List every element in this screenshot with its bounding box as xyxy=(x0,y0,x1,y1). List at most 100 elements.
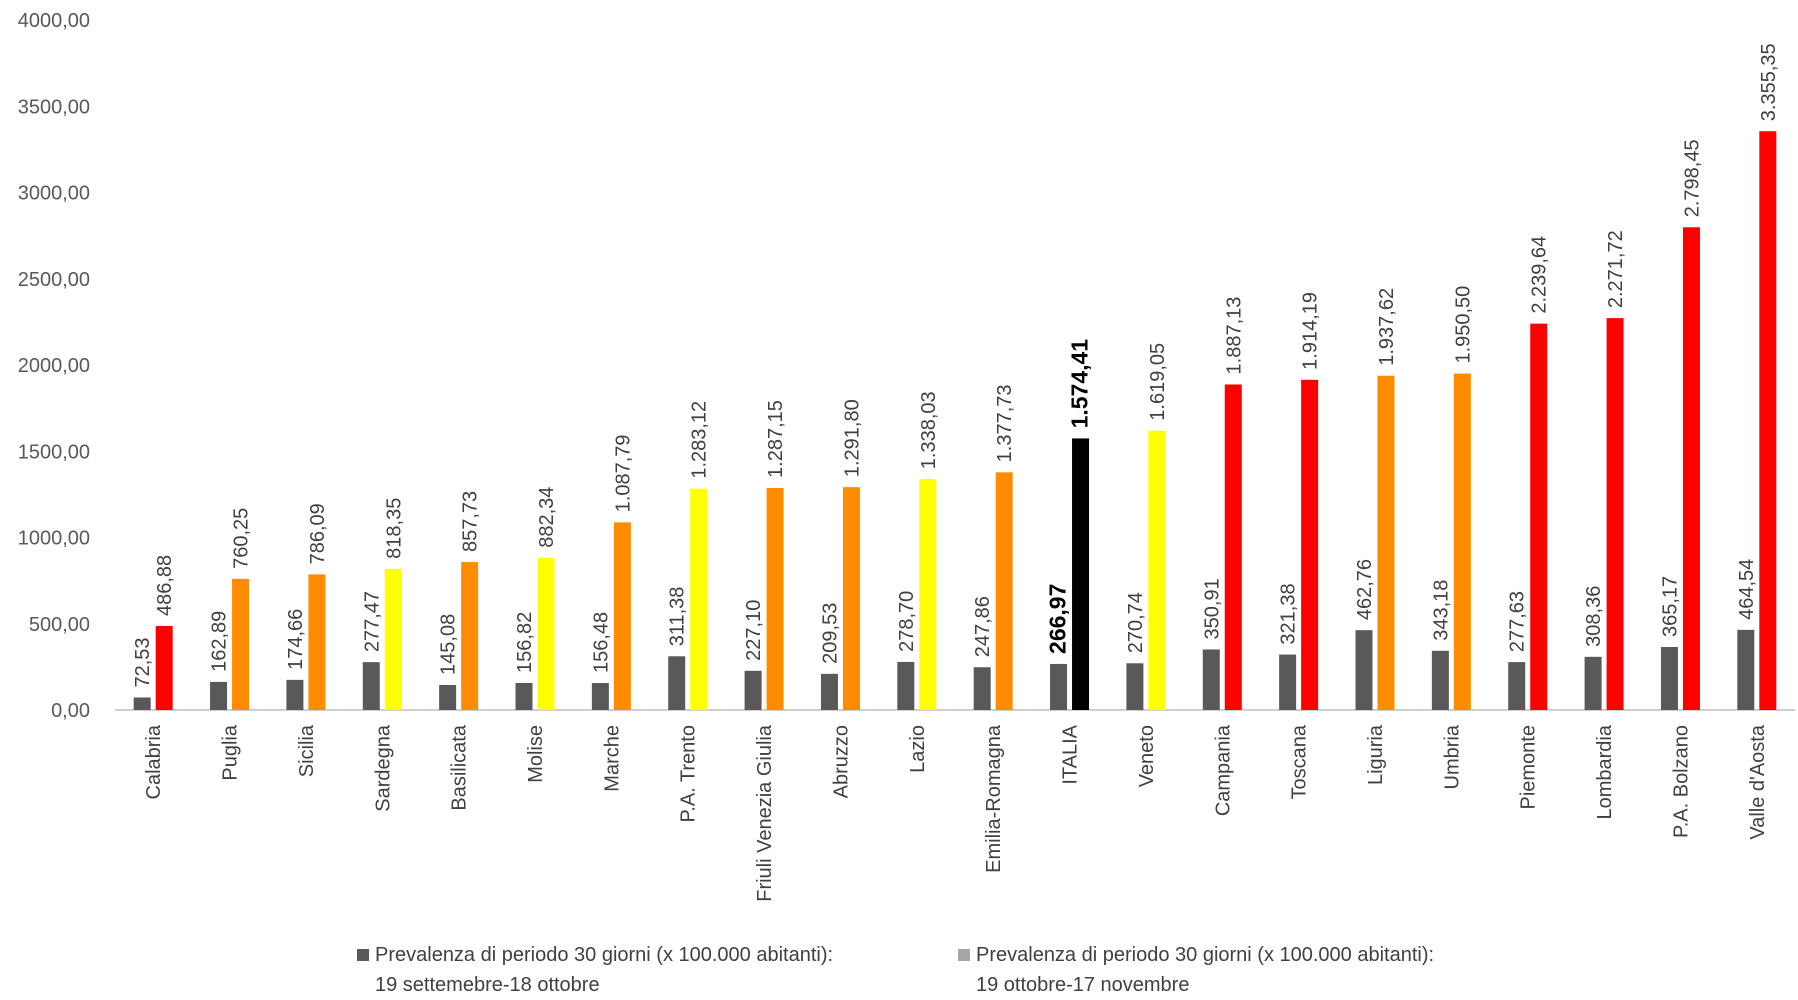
data-label-series-1: 72,53 xyxy=(132,637,154,687)
y-tick-label: 0,00 xyxy=(51,700,90,722)
bar-series-1 xyxy=(1279,654,1297,710)
y-tick-label: 4000,00 xyxy=(18,10,90,32)
category-label: Emilia-Romagna xyxy=(983,724,1005,873)
data-label-series-2: 2.239,64 xyxy=(1529,236,1551,314)
bar-series-1 xyxy=(1584,656,1602,710)
data-label-series-1: 350,91 xyxy=(1201,578,1223,639)
data-label-series-2: 786,09 xyxy=(307,503,329,564)
data-label-series-1: 227,10 xyxy=(743,600,765,661)
bar-series-1 xyxy=(668,656,686,710)
data-label-series-1: 145,08 xyxy=(438,614,460,675)
y-tick-label: 500,00 xyxy=(29,614,90,636)
data-label-series-2: 1.377,73 xyxy=(994,384,1016,462)
bar-series-1 xyxy=(1126,663,1144,710)
bar-series-1 xyxy=(591,683,609,710)
bar-series-1 xyxy=(210,681,228,710)
y-tick-label: 2500,00 xyxy=(18,269,90,291)
data-label-series-2: 1.574,41 xyxy=(1067,339,1093,429)
bar-series-2 xyxy=(690,488,708,710)
category-label: Calabria xyxy=(143,724,165,799)
data-label-series-1: 266,97 xyxy=(1045,584,1071,654)
category-label: Veneto xyxy=(1136,725,1158,787)
legend-swatch-series-1 xyxy=(357,949,369,961)
y-tick-label: 2000,00 xyxy=(18,355,90,377)
data-label-series-1: 462,76 xyxy=(1354,559,1376,620)
bar-series-2 xyxy=(232,578,250,710)
bar-series-1 xyxy=(1050,663,1068,710)
bar-series-2 xyxy=(155,626,173,710)
bar-series-2 xyxy=(1682,227,1700,710)
data-label-series-2: 818,35 xyxy=(383,498,405,559)
category-label: Friuli Venezia Giulia xyxy=(754,724,776,902)
bar-series-1 xyxy=(744,670,762,710)
data-label-series-2: 1.087,79 xyxy=(612,434,634,512)
legend-label-series-2: Prevalenza di periodo 30 giorni (x 100.0… xyxy=(976,944,1435,996)
bar-series-2 xyxy=(1606,318,1624,710)
data-label-series-1: 343,18 xyxy=(1430,580,1452,641)
bar-series-2 xyxy=(537,557,555,710)
data-label-series-1: 156,82 xyxy=(514,612,536,673)
category-label: Marche xyxy=(601,725,623,792)
bar-series-1 xyxy=(286,679,304,710)
data-label-series-1: 278,70 xyxy=(896,591,918,652)
data-label-series-1: 174,66 xyxy=(285,609,307,670)
bar-series-1 xyxy=(1508,662,1526,710)
bar-series-1 xyxy=(1355,630,1373,710)
data-label-series-1: 277,63 xyxy=(1507,591,1529,652)
data-label-series-2: 1.914,19 xyxy=(1300,292,1322,370)
bar-series-1 xyxy=(973,667,991,710)
bar-series-1 xyxy=(1660,647,1678,710)
category-label: P.A. Bolzano xyxy=(1670,725,1692,838)
data-label-series-2: 857,73 xyxy=(460,491,482,552)
data-label-series-2: 1.338,03 xyxy=(918,391,940,469)
category-label: Umbria xyxy=(1441,724,1463,789)
data-label-series-2: 2.798,45 xyxy=(1681,139,1703,217)
data-label-series-1: 277,47 xyxy=(361,591,383,652)
category-label: Lombardia xyxy=(1594,724,1616,819)
data-label-series-2: 1.287,15 xyxy=(765,400,787,478)
bar-series-2 xyxy=(613,522,631,710)
category-label: Piemonte xyxy=(1518,725,1540,810)
data-label-series-1: 156,48 xyxy=(590,612,612,673)
bar-series-2 xyxy=(1224,384,1242,710)
category-label: Lazio xyxy=(907,725,929,773)
category-label: Puglia xyxy=(220,724,242,780)
legend-label-series-1: Prevalenza di periodo 30 giorni (x 100.0… xyxy=(375,944,834,996)
bar-series-2 xyxy=(384,568,402,710)
data-label-series-1: 308,36 xyxy=(1583,586,1605,647)
data-label-series-2: 1.937,62 xyxy=(1376,288,1398,366)
bar-series-2 xyxy=(1453,373,1471,710)
category-label: P.A. Trento xyxy=(678,725,700,822)
y-tick-label: 1500,00 xyxy=(18,441,90,463)
bar-series-2 xyxy=(308,574,326,710)
bar-series-2 xyxy=(766,487,784,710)
legend-swatch-series-2 xyxy=(958,949,970,961)
data-label-series-1: 365,17 xyxy=(1659,576,1681,637)
data-label-series-1: 247,86 xyxy=(972,596,994,657)
data-label-series-2: 2.271,72 xyxy=(1605,230,1627,308)
category-label: Toscana xyxy=(1289,724,1311,799)
bar-series-2 xyxy=(919,479,937,710)
bar-series-1 xyxy=(133,697,151,710)
category-label: Basilicata xyxy=(449,724,471,810)
bar-series-2 xyxy=(1759,131,1777,710)
data-label-series-2: 3.355,35 xyxy=(1758,43,1780,121)
bar-series-2 xyxy=(1530,323,1548,710)
category-label: Valle d'Aosta xyxy=(1747,724,1769,840)
bar-series-1 xyxy=(1737,629,1755,710)
bar-series-2 xyxy=(1148,430,1166,710)
bar-series-2 xyxy=(995,472,1013,710)
category-label: Sardegna xyxy=(372,724,394,812)
bar-series-1 xyxy=(439,684,457,710)
bar-series-1 xyxy=(1202,649,1220,710)
bar-series-1 xyxy=(515,682,533,710)
category-label: ITALIA xyxy=(1060,724,1082,784)
bar-chart: 0,00 500,00 1000,00 1500,00 2000,00 2500,00 30… xyxy=(18,10,1795,902)
y-tick-label: 1000,00 xyxy=(18,528,90,550)
category-label: Liguria xyxy=(1365,724,1387,785)
category-label: Campania xyxy=(1212,724,1234,816)
y-tick-label: 3000,00 xyxy=(18,183,90,205)
data-label-series-2: 760,25 xyxy=(231,508,253,569)
legend-item-series-1: Prevalenza di periodo 30 giorni (x 100.0… xyxy=(357,940,833,1000)
category-label: Molise xyxy=(525,725,547,783)
